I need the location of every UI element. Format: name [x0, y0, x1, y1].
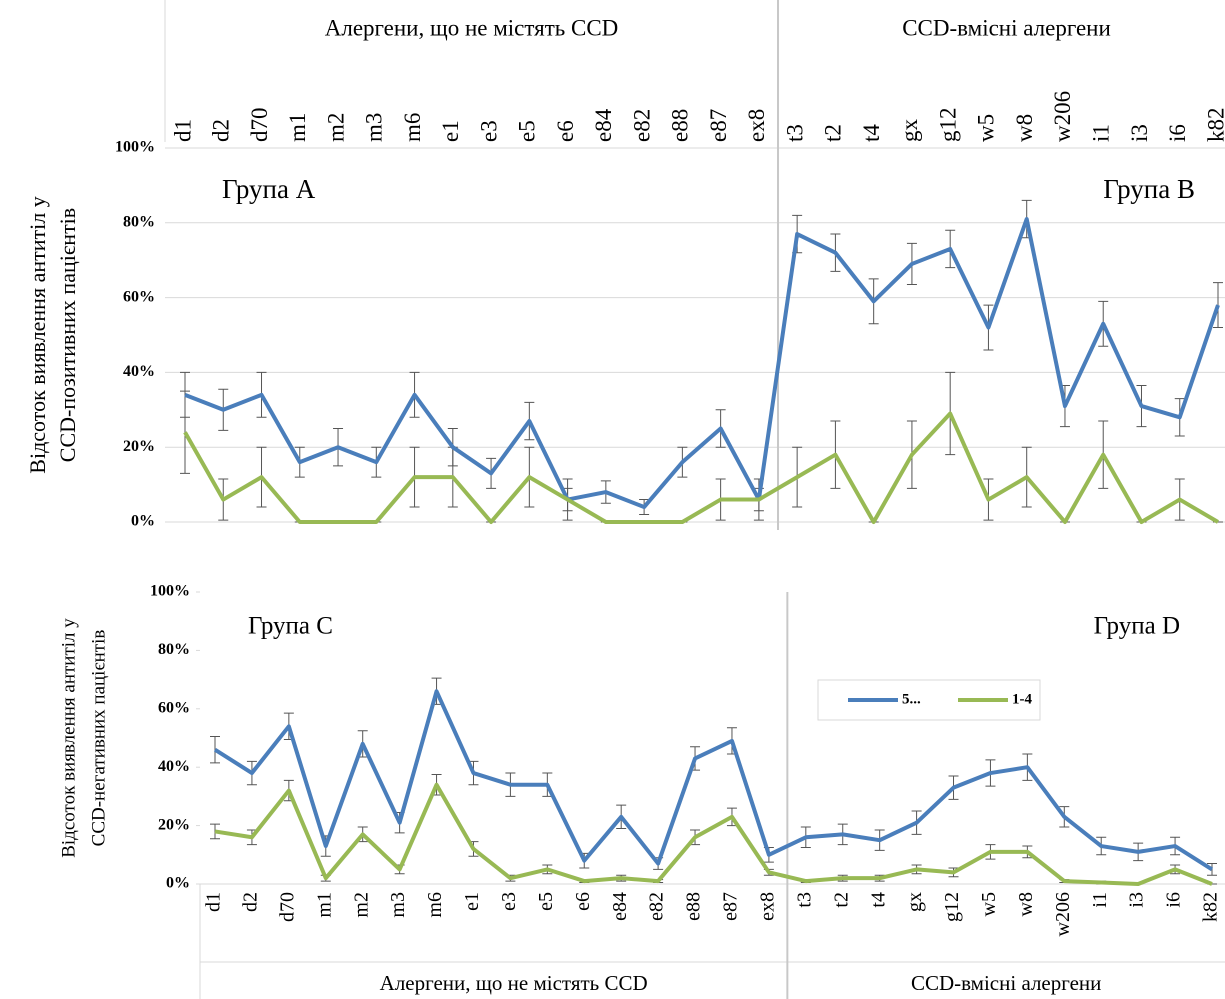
x-tick-label: i6	[1165, 124, 1190, 142]
x-tick-label: e82	[629, 109, 654, 142]
y-axis-label: CCD-позитивних пацієнтів	[55, 208, 80, 462]
x-tick-label: e88	[683, 892, 705, 921]
x-tick-label: k82	[1203, 108, 1225, 143]
x-tick-label: e5	[535, 892, 557, 911]
x-tick-label: m6	[400, 113, 425, 142]
x-tick-label: i3	[1127, 124, 1152, 142]
x-tick-label: e84	[609, 892, 631, 921]
y-tick-label: 0%	[166, 875, 190, 892]
y-tick-label: 100%	[150, 583, 190, 600]
x-tick-label: e3	[498, 892, 520, 911]
x-tick-label: d2	[240, 892, 262, 912]
y-tick-label: 80%	[123, 213, 155, 230]
y-tick-label: 60%	[158, 699, 190, 716]
x-tick-label: m1	[285, 113, 310, 142]
x-tick-label: w5	[978, 892, 1000, 916]
x-tick-label: e6	[553, 120, 578, 142]
annotation: Група C	[248, 613, 333, 640]
y-tick-label: 40%	[123, 363, 155, 380]
x-tick-label: t4	[867, 892, 889, 908]
y-axis-label: Відсоток виявлення антитіл у	[58, 618, 79, 858]
x-tick-label: g12	[935, 108, 960, 143]
x-tick-label: ex8	[744, 109, 769, 142]
annotation: Група B	[1103, 174, 1195, 204]
y-tick-label: 0%	[131, 513, 155, 530]
x-tick-label: e87	[720, 892, 742, 921]
x-tick-label: w5	[974, 114, 999, 142]
y-tick-label: 20%	[158, 816, 190, 833]
series-line	[213, 689, 1214, 872]
x-tick-label: t3	[782, 124, 807, 142]
x-tick-label: e84	[591, 108, 616, 142]
y-tick-label: 20%	[123, 438, 155, 455]
y-tick-label: 100%	[115, 139, 155, 156]
x-tick-label: m2	[323, 113, 348, 142]
series-line	[184, 217, 1220, 510]
x-tick-label: e88	[668, 109, 693, 142]
x-tick-label: w206	[1050, 91, 1075, 142]
x-tick-label: w8	[1015, 892, 1037, 916]
x-tick-label: d1	[170, 119, 195, 142]
x-tick-label: e1	[461, 892, 483, 911]
x-tick-label: m6	[424, 892, 446, 918]
y-axis-label: Відсоток виявлення антитіл у	[25, 196, 50, 473]
x-tick-label: t2	[821, 124, 846, 142]
legend-label: 5...	[902, 691, 921, 707]
x-tick-label: ex8	[756, 892, 778, 921]
x-tick-label: d2	[209, 119, 234, 142]
group-label: CCD-вмісні алергени	[911, 971, 1101, 995]
annotation: Група D	[1094, 613, 1180, 640]
x-tick-label: m3	[362, 113, 387, 142]
y-tick-label: 60%	[123, 288, 155, 305]
x-tick-label: t2	[830, 892, 852, 908]
x-tick-label: t4	[859, 124, 884, 142]
x-tick-label: t3	[793, 892, 815, 908]
group-label: CCD-вмісні алергени	[902, 15, 1111, 40]
x-tick-label: gx	[897, 119, 922, 143]
legend-label: 1-4	[1012, 691, 1032, 707]
x-tick-label: k82	[1200, 892, 1222, 922]
y-axis-label: CCD-негативних пацієнтів	[88, 630, 109, 847]
x-tick-label: e5	[515, 120, 540, 142]
x-tick-label: e82	[646, 892, 668, 921]
x-tick-label: m1	[313, 892, 335, 918]
x-tick-label: d70	[276, 892, 298, 922]
x-tick-label: d1	[203, 892, 225, 912]
x-tick-label: m3	[387, 892, 409, 918]
series-line	[214, 782, 1213, 886]
x-tick-label: gx	[904, 892, 926, 912]
annotation: Група A	[222, 174, 316, 204]
x-tick-label: e3	[476, 120, 501, 142]
group-label: Алергени, що не містять CCD	[325, 15, 619, 40]
y-tick-label: 40%	[158, 758, 190, 775]
x-tick-label: e6	[572, 892, 594, 911]
x-tick-label: e87	[706, 109, 731, 142]
x-tick-label: d70	[247, 108, 272, 143]
x-tick-label: g12	[941, 892, 963, 922]
x-tick-label: w206	[1052, 892, 1074, 936]
x-tick-label: e1	[438, 120, 463, 142]
group-label: Алергени, що не містять CCD	[380, 971, 648, 995]
x-tick-label: i6	[1163, 892, 1185, 908]
x-tick-label: w8	[1012, 114, 1037, 142]
x-tick-label: i1	[1089, 892, 1111, 908]
x-tick-label: i3	[1126, 892, 1148, 908]
x-tick-label: i1	[1089, 124, 1114, 142]
series-line	[183, 411, 1220, 524]
y-tick-label: 80%	[158, 641, 190, 658]
x-tick-label: m2	[350, 892, 372, 918]
